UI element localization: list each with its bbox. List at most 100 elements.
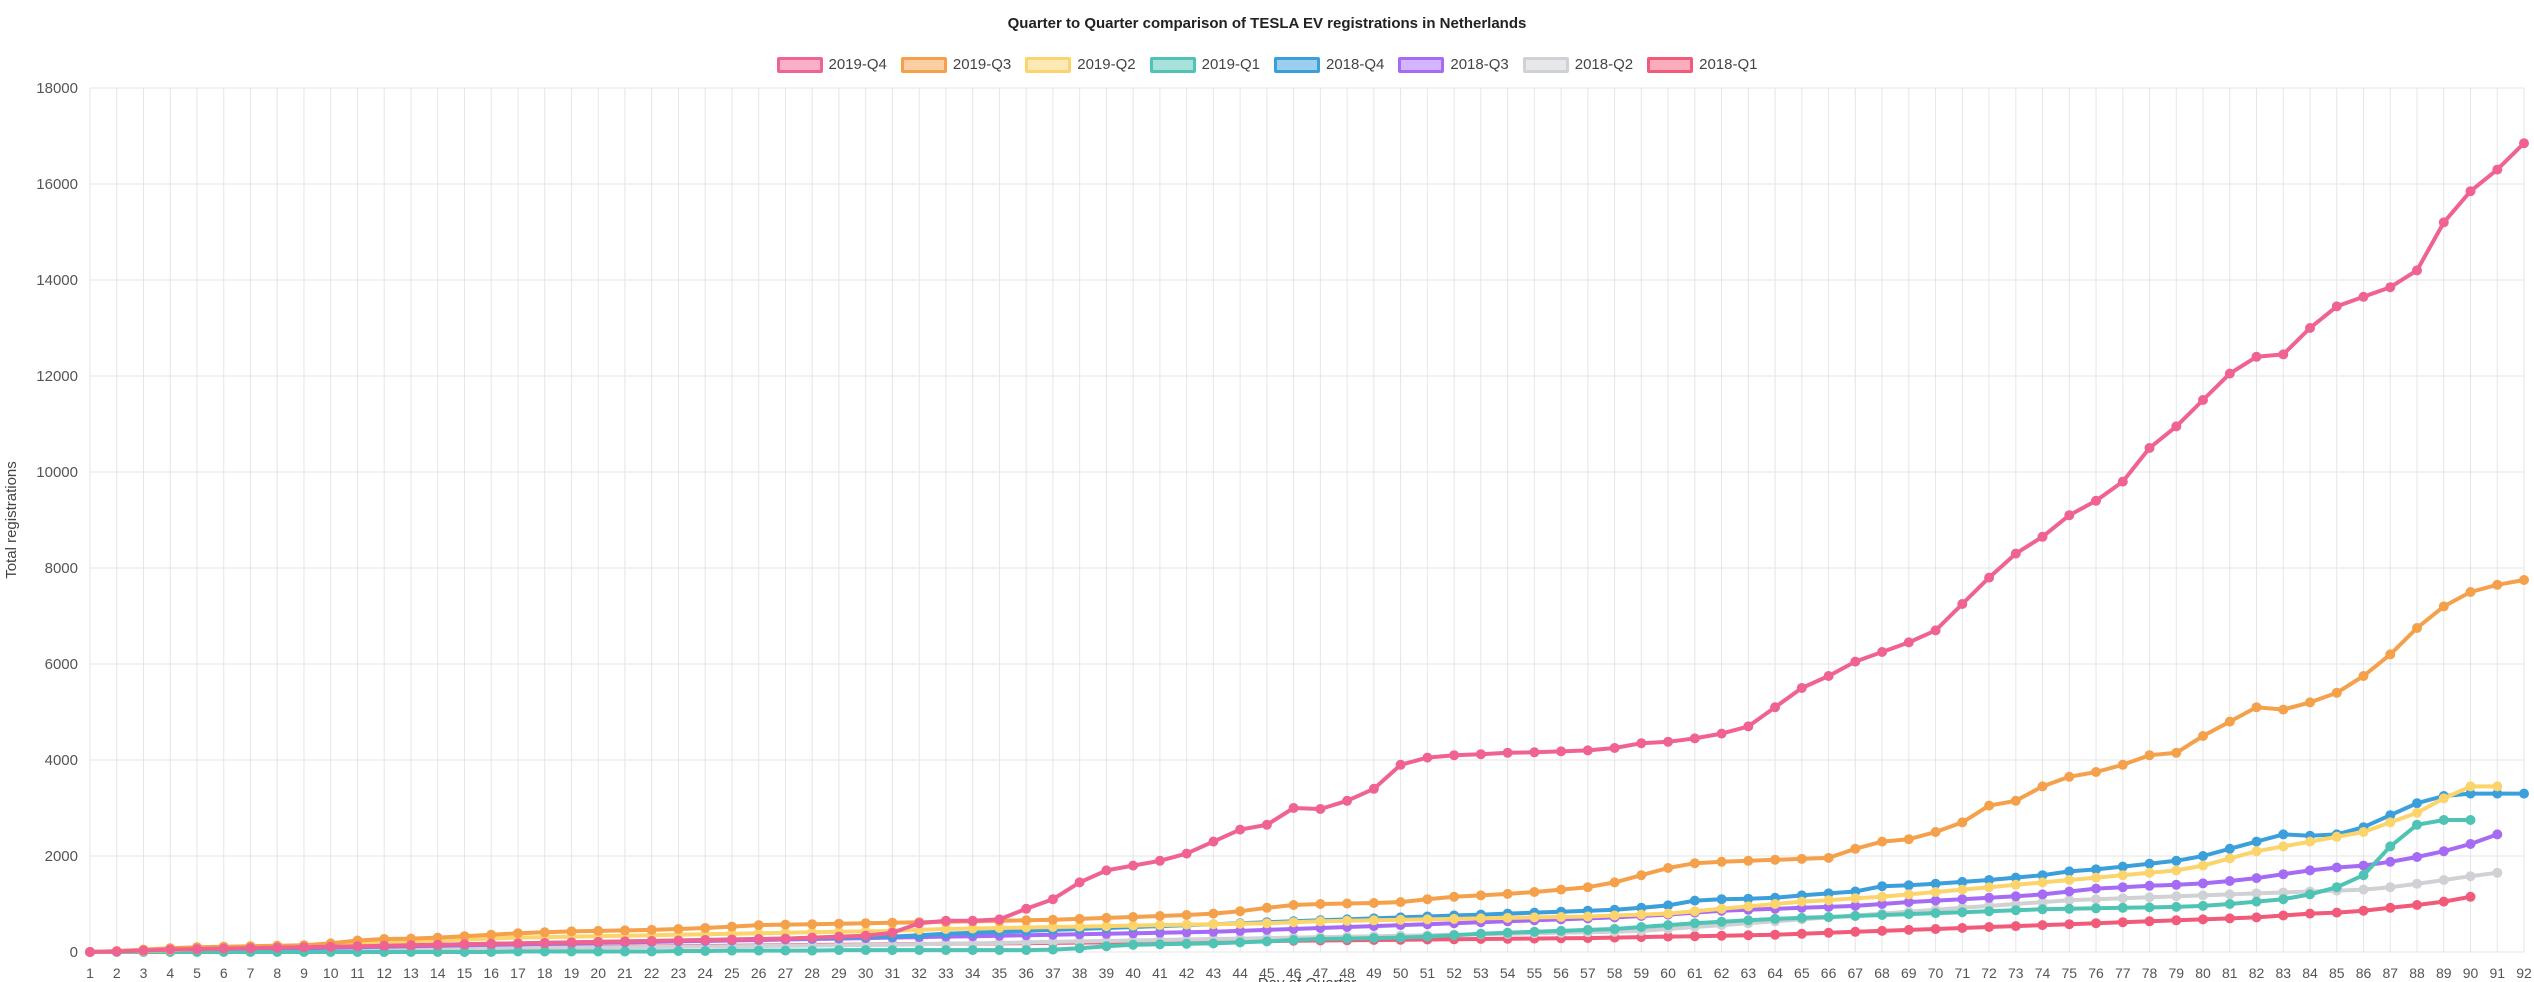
data-point [2358, 905, 2369, 916]
data-point [1342, 915, 1353, 926]
x-tick-label: 74 [2035, 965, 2051, 981]
data-point [2144, 867, 2155, 878]
legend-label: 2018-Q4 [1326, 56, 1385, 73]
data-point [994, 945, 1005, 956]
data-point [2331, 907, 2342, 918]
data-point [1315, 916, 1326, 927]
y-tick-label: 10000 [36, 464, 78, 481]
chart-title: Quarter to Quarter comparison of TESLA E… [1007, 15, 1527, 32]
data-point [646, 936, 657, 946]
x-tick-label: 69 [1901, 965, 1917, 981]
legend-item[interactable]: 2019-Q4 [776, 56, 887, 73]
data-point [753, 945, 764, 956]
data-point [2278, 841, 2289, 852]
data-point [2037, 877, 2048, 888]
data-point [726, 945, 737, 956]
y-tick-label: 6000 [45, 656, 78, 673]
data-point [1208, 836, 1219, 847]
x-tick-label: 4 [166, 965, 174, 981]
data-point [2144, 443, 2155, 453]
data-point [2198, 900, 2208, 911]
data-point [2144, 880, 2155, 891]
x-tick-label: 76 [2088, 965, 2104, 981]
data-point [1770, 899, 1781, 909]
x-tick-label: 43 [1206, 965, 1222, 981]
data-point [2224, 913, 2235, 924]
legend-item[interactable]: 2018-Q3 [1398, 56, 1509, 73]
data-point [2438, 846, 2449, 857]
data-point [2251, 888, 2262, 899]
legend-item[interactable]: 2019-Q3 [900, 56, 1011, 73]
data-point [860, 918, 871, 929]
data-point [1689, 733, 1700, 744]
x-tick-label: 84 [2302, 965, 2318, 981]
legend-label: 2019-Q4 [828, 56, 887, 73]
data-point [218, 943, 229, 954]
legend-item[interactable]: 2018-Q1 [1647, 56, 1758, 73]
data-point [726, 934, 737, 945]
data-point [1101, 865, 1112, 876]
x-tick-label: 51 [1420, 965, 1436, 981]
data-point [1957, 894, 1968, 905]
x-tick-label: 38 [1072, 965, 1088, 981]
data-point [1582, 924, 1593, 935]
data-point [486, 938, 497, 949]
data-point [1422, 914, 1433, 925]
data-point [1877, 836, 1888, 847]
data-point [2117, 870, 2128, 881]
data-point [2198, 851, 2208, 861]
x-tick-label: 14 [430, 965, 446, 981]
data-point [700, 946, 711, 956]
x-tick-label: 66 [1821, 965, 1837, 981]
data-point [1235, 824, 1246, 835]
data-point [1449, 891, 1460, 902]
data-point [513, 938, 523, 949]
x-tick-label: 89 [2436, 965, 2452, 981]
data-point [1395, 914, 1406, 925]
legend-item[interactable]: 2018-Q2 [1522, 56, 1633, 73]
data-point [1743, 855, 1754, 866]
data-point [2064, 886, 2075, 897]
data-point [1235, 918, 1246, 929]
data-point [325, 941, 336, 952]
data-point [1796, 928, 1807, 939]
legend-item[interactable]: 2019-Q2 [1025, 56, 1136, 73]
data-point [1556, 912, 1567, 922]
data-point [272, 942, 283, 953]
data-point [2278, 869, 2289, 880]
x-tick-label: 24 [697, 965, 713, 981]
x-tick-label: 36 [1018, 965, 1034, 981]
data-point [2305, 865, 2315, 876]
data-point [1449, 750, 1460, 761]
data-point [1422, 931, 1433, 942]
data-point [1957, 923, 1968, 933]
x-tick-label: 39 [1099, 965, 1115, 981]
data-point [673, 946, 684, 956]
data-point [2438, 815, 2449, 825]
data-point [1984, 922, 1995, 932]
data-point [726, 921, 737, 932]
x-tick-label: 1 [86, 965, 94, 981]
x-tick-label: 79 [2168, 965, 2184, 981]
data-point [914, 918, 925, 929]
legend-item[interactable]: 2019-Q1 [1149, 56, 1260, 73]
data-point [593, 946, 604, 957]
data-point [1235, 937, 1246, 948]
data-point [2385, 902, 2396, 913]
data-point [1288, 803, 1299, 813]
data-point [299, 942, 309, 953]
x-tick-label: 61 [1687, 965, 1703, 981]
y-tick-label: 14000 [36, 272, 78, 289]
data-point [753, 920, 764, 931]
data-point [1930, 924, 1941, 934]
data-point [2064, 510, 2075, 521]
data-point [1850, 911, 1861, 921]
data-point [1903, 637, 1914, 648]
x-tick-label: 15 [457, 965, 473, 981]
x-tick-label: 26 [751, 965, 767, 981]
legend-swatch [776, 56, 823, 73]
data-point [2224, 843, 2235, 854]
data-point [2519, 575, 2529, 585]
legend-item[interactable]: 2018-Q4 [1274, 56, 1384, 73]
